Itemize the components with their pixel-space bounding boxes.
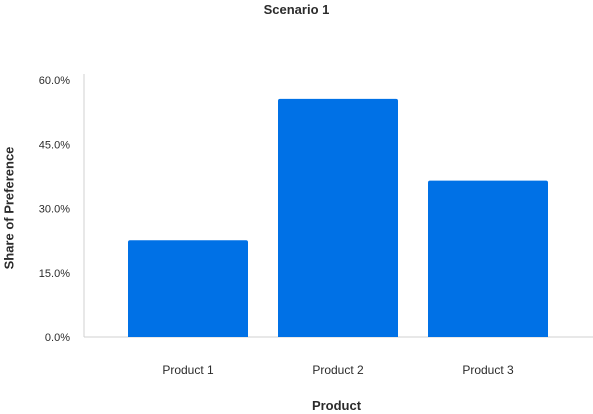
bar-product-2	[278, 98, 398, 337]
y-tick-label: 60.0%	[39, 75, 70, 87]
x-tick-label: Product 1	[162, 363, 214, 377]
bar-product-1	[128, 240, 248, 337]
y-tick-label: 30.0%	[39, 204, 70, 216]
x-axis-label: Product	[311, 398, 362, 413]
bar-product-3	[428, 180, 548, 337]
y-axis-label: Share of Preference	[1, 146, 17, 270]
chart-title: Scenario 1	[263, 2, 330, 17]
y-tick-label: 15.0%	[39, 268, 70, 280]
x-tick-label: Product 2	[312, 363, 364, 377]
x-tick-label: Product 3	[462, 363, 514, 377]
y-tick-label: 0.0%	[45, 332, 70, 344]
y-tick-label: 45.0%	[39, 139, 70, 151]
